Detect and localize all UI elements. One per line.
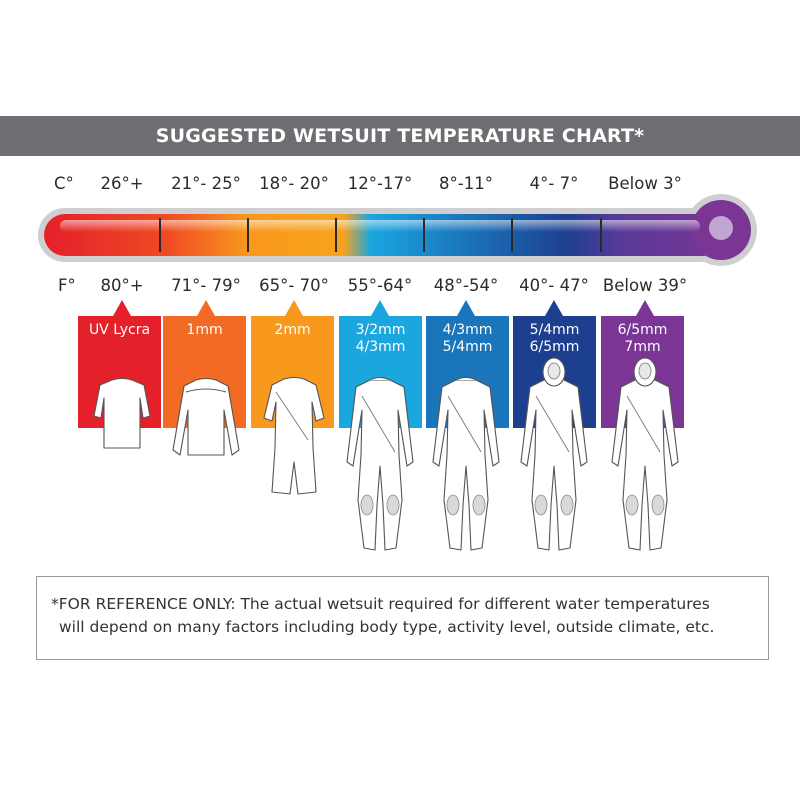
fahrenheit-range-2: 65°- 70° [259,276,329,295]
suit-thickness-label: UV Lycra [88,322,151,338]
fahrenheit-range-4: 48°-54° [433,276,499,295]
fahrenheit-scale: F° 80°+ 71°- 79° 65°- 70° 55°-64° 48°-54° 40°… [0,276,800,300]
tube-highlight [60,220,700,232]
suit-thickness-label: 2mm [274,322,311,338]
celsius-range-4: 8°-11° [439,174,493,193]
suit-column-0: UV Lycra [78,316,161,428]
suit-thickness-label: 4/3mm 5/4mm [442,322,493,355]
range-pointer [113,300,131,316]
fahrenheit-unit: F° [58,276,76,295]
suit-thickness-label: 6/5mm 7mm [617,322,668,355]
celsius-range-1: 21°- 25° [171,174,241,193]
celsius-range-6: Below 3° [608,174,682,193]
range-pointer [197,300,215,316]
reference-footnote: *FOR REFERENCE ONLY: The actual wetsuit … [36,576,769,660]
suit-column-1: 1mm [163,316,246,428]
footnote-line-1: *FOR REFERENCE ONLY: The actual wetsuit … [51,595,710,613]
range-pointer [371,300,389,316]
celsius-range-2: 18°- 20° [259,174,329,193]
range-pointer [285,300,303,316]
celsius-range-3: 12°-17° [347,174,413,193]
suit-column-5: 5/4mm 6/5mm [513,316,596,428]
range-pointer [457,300,475,316]
suit-column-6: 6/5mm 7mm [601,316,684,428]
fahrenheit-range-0: 80°+ [100,276,144,295]
range-pointer [545,300,563,316]
fahrenheit-range-3: 55°-64° [347,276,413,295]
celsius-range-5: 4°- 7° [529,174,579,193]
suit-column-4: 4/3mm 5/4mm [426,316,509,428]
chart-title: SUGGESTED WETSUIT TEMPERATURE CHART* [0,116,800,156]
range-pointer [636,300,654,316]
fahrenheit-range-5: 40°- 47° [519,276,589,295]
footnote-line-2: will depend on many factors including bo… [59,618,715,636]
bulb-highlight [709,216,733,240]
suit-thickness-label: 1mm [186,322,223,338]
celsius-unit: C° [54,174,74,193]
fahrenheit-range-1: 71°- 79° [171,276,241,295]
celsius-range-0: 26°+ [100,174,144,193]
fahrenheit-range-6: Below 39° [602,276,688,295]
suit-column-3: 3/2mm 4/3mm [339,316,422,428]
celsius-scale: C° 26°+ 21°- 25° 18°- 20° 12°-17° 8°-11° 4°- … [0,174,800,198]
suit-thickness-label: 5/4mm 6/5mm [529,322,580,355]
thermometer [38,194,757,266]
suit-column-2: 2mm [251,316,334,428]
suit-thickness-label: 3/2mm 4/3mm [355,322,406,355]
